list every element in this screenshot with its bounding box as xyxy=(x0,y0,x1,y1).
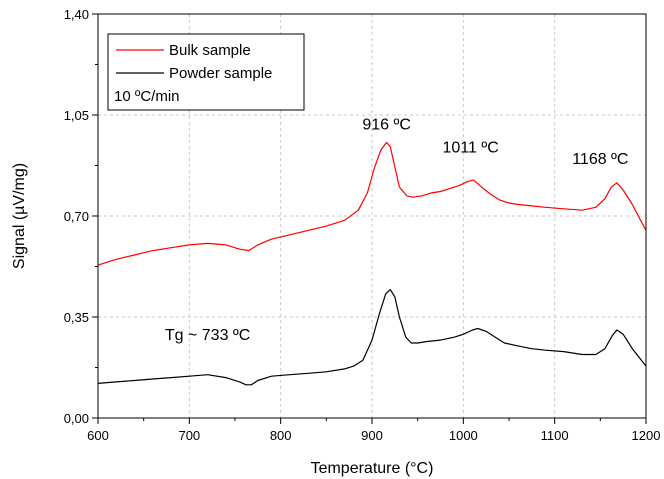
y-tick-label: 1,40 xyxy=(64,7,89,22)
series-line-0 xyxy=(97,141,647,266)
x-tick-label: 600 xyxy=(87,428,109,443)
annotation-3: Tg ~ 733 ºC xyxy=(165,327,250,344)
series-layer xyxy=(97,141,647,386)
series-line-1 xyxy=(97,289,647,386)
annotation-2: 1168 ºC xyxy=(572,151,628,168)
y-axis-title: Signal (µV/mg) xyxy=(11,163,28,269)
x-tick-label: 900 xyxy=(361,428,383,443)
annotation-1: 1011 ºC xyxy=(443,140,499,157)
x-tick-label: 700 xyxy=(178,428,200,443)
y-tick-label: 1,05 xyxy=(64,108,89,123)
y-tick-label: 0,70 xyxy=(64,209,89,224)
x-tick-label: 1000 xyxy=(449,428,478,443)
x-tick-label: 1100 xyxy=(541,428,569,443)
x-axis-title: Temperature (°C) xyxy=(311,460,434,477)
x-tick-label: 1200 xyxy=(632,428,661,443)
annotations: 916 ºC 1011 ºC 1168 ºC Tg ~ 733 ºC xyxy=(165,116,629,344)
axis-ticks xyxy=(92,13,647,424)
x-tick-label: 800 xyxy=(270,428,292,443)
y-tick-label: 0,35 xyxy=(64,310,89,325)
annotation-0: 916 ºC xyxy=(362,116,411,133)
legend-label-powder: Powder sample xyxy=(169,65,272,82)
legend-label-bulk: Bulk sample xyxy=(169,42,251,59)
legend-box xyxy=(107,33,305,111)
legend-heating-rate: 10 ºC/min xyxy=(114,88,180,105)
tick-labels: 600 700 800 900 1000 1100 1200 0,00 0,35 0,70 1,05… xyxy=(64,7,661,443)
legend: Bulk sample Powder sample 10 ºC/min xyxy=(107,33,305,111)
y-tick-label: 0,00 xyxy=(64,411,89,426)
